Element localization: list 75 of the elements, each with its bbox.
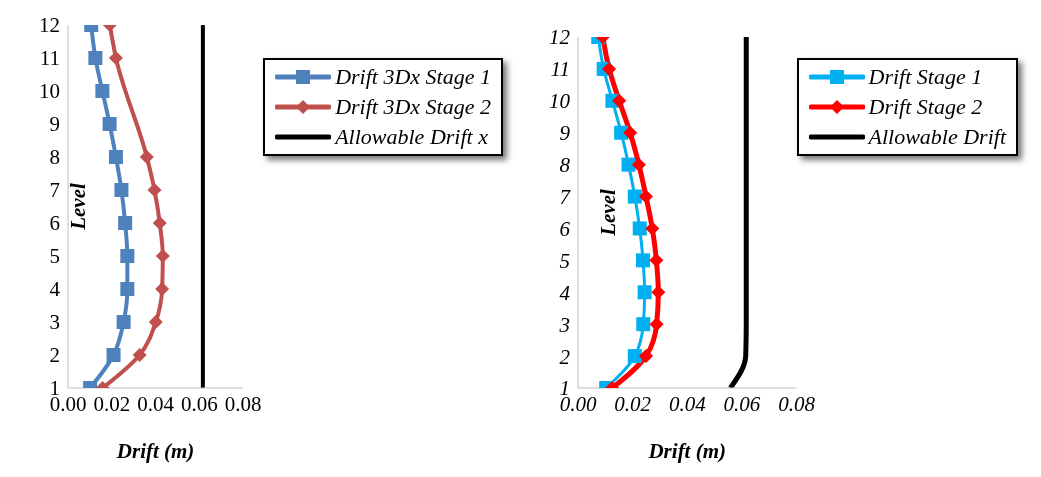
legend-label: Drift 3Dx Stage 2 xyxy=(335,94,491,120)
y-tick-label: 10 xyxy=(549,89,571,114)
y-tick-label: 7 xyxy=(49,178,60,203)
point xyxy=(102,117,117,131)
y-tick-label: 8 xyxy=(49,145,60,170)
point xyxy=(632,221,647,236)
legend-label: Allowable Drift xyxy=(868,124,1006,150)
x-tick-label: 0.08 xyxy=(778,391,816,416)
point xyxy=(132,348,147,362)
point xyxy=(649,317,664,332)
point xyxy=(623,125,638,140)
point xyxy=(639,189,654,204)
x-axis-title: Drift (m) xyxy=(115,439,195,463)
x-tick-label: 0.06 xyxy=(181,391,218,416)
point xyxy=(108,150,123,164)
point xyxy=(627,349,642,364)
point xyxy=(95,84,110,98)
point xyxy=(148,315,163,329)
x-axis-title: Drift (m) xyxy=(647,439,727,463)
legend-label: Drift Stage 1 xyxy=(868,64,983,90)
legend-label: Allowable Drift x xyxy=(335,124,488,150)
y-tick-label: 4 xyxy=(559,280,571,305)
y-axis-title: Level xyxy=(66,183,91,231)
point xyxy=(155,282,170,296)
point xyxy=(108,51,123,65)
point xyxy=(152,216,167,230)
point xyxy=(636,317,651,332)
y-tick-label: 5 xyxy=(49,244,60,269)
y-tick-label: 2 xyxy=(559,344,571,369)
y-tick-label: 2 xyxy=(49,343,60,368)
y-tick-label: 11 xyxy=(550,57,570,82)
y-axis-title: Level xyxy=(596,189,621,237)
x-tick-label: 0.06 xyxy=(723,391,761,416)
x-tick-label: 0.04 xyxy=(137,391,175,416)
y-tick-label: 3 xyxy=(558,312,570,337)
point xyxy=(631,157,646,172)
point xyxy=(88,51,103,65)
point xyxy=(621,157,636,172)
point xyxy=(120,282,135,296)
point xyxy=(639,349,654,364)
point xyxy=(602,61,617,76)
x-tick-label: 0.02 xyxy=(93,391,131,416)
point xyxy=(114,183,129,197)
y-tick-label: 3 xyxy=(49,310,60,335)
y-tick-label: 12 xyxy=(39,13,60,38)
point xyxy=(649,253,664,268)
y-tick-label: 11 xyxy=(39,46,60,71)
legend-label: Drift 3Dx Stage 1 xyxy=(335,64,491,90)
y-tick-label: 7 xyxy=(559,185,572,209)
y-tick-label: 6 xyxy=(559,216,571,241)
point xyxy=(116,315,131,329)
point xyxy=(120,249,135,263)
y-tick-label: 9 xyxy=(559,121,571,146)
y-tick-label: 5 xyxy=(559,248,570,273)
x-tick-label: 0.04 xyxy=(668,391,707,416)
point xyxy=(106,348,121,362)
point xyxy=(651,285,666,300)
point xyxy=(645,221,660,236)
y-tick-label: 10 xyxy=(39,79,60,104)
point xyxy=(636,253,650,268)
y-tick-label: 6 xyxy=(49,211,60,236)
y-tick-label: 4 xyxy=(49,277,61,302)
x-tick-label: 0.02 xyxy=(614,391,652,416)
point xyxy=(139,150,154,164)
point xyxy=(612,93,627,108)
point xyxy=(637,285,652,300)
y-tick-label: 9 xyxy=(49,112,60,137)
point xyxy=(147,183,162,197)
point xyxy=(118,216,133,230)
point xyxy=(155,249,170,263)
x-tick-label: 0.08 xyxy=(224,391,262,416)
point xyxy=(627,189,642,204)
legend-label: Drift Stage 2 xyxy=(868,94,983,120)
y-tick-label: 12 xyxy=(549,25,571,50)
y-tick-label: 8 xyxy=(559,153,571,178)
